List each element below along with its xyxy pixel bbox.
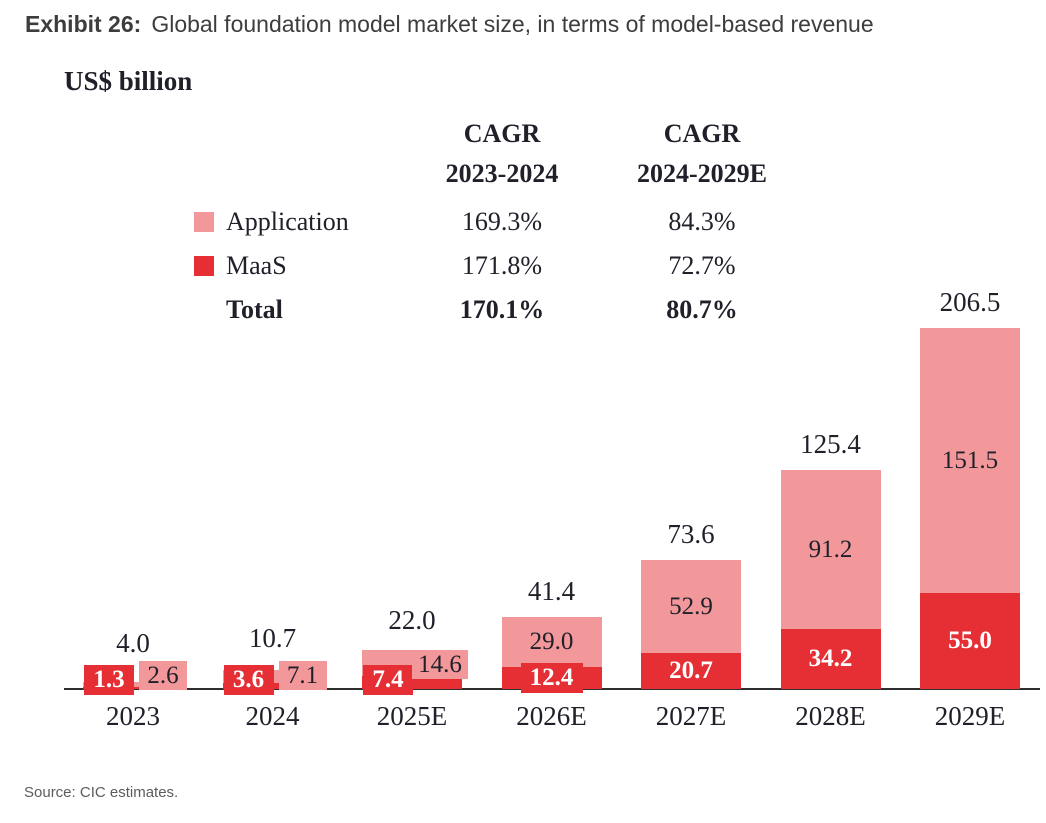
maas-value-label-2026E: 12.4	[520, 663, 583, 693]
legend-label-maas: MaaS	[226, 251, 287, 280]
category-label-2026E: 2026E	[516, 701, 587, 731]
application-value-label-2029E: 151.5	[941, 447, 999, 474]
category-label-2023: 2023	[106, 701, 160, 731]
maas-value-label-2023: 1.3	[84, 665, 134, 695]
legend-header-cagr-2024-2029e: CAGR 2024-2029E	[637, 119, 767, 188]
application-value-label-2026E: 29.0	[529, 628, 574, 655]
maas-cagr-2023-2024: 171.8%	[461, 251, 543, 280]
axis-unit-label: US$ billion	[64, 66, 193, 96]
total-cagr-2023-2024: 170.1%	[459, 295, 545, 324]
maas-cagr-2024-2029e: 72.7%	[668, 251, 736, 280]
bar-application-2029E	[920, 328, 1020, 593]
legend-label-application: Application	[226, 207, 349, 236]
total-label-2028E: 125.4	[800, 429, 861, 459]
application-swatch-icon	[194, 212, 214, 232]
legend-row-maas: MaaS 171.8% 72.7%	[194, 244, 820, 288]
total-cagr-2024-2029e: 80.7%	[666, 295, 738, 324]
maas-value-label-2027E: 20.7	[660, 656, 722, 686]
application-value-label-2028E: 91.2	[808, 536, 853, 563]
legend-label-total: Total	[226, 295, 283, 324]
total-label-2029E: 206.5	[939, 287, 1001, 317]
total-label-2024: 10.7	[248, 623, 297, 653]
legend-header-cagr-2023-2024: CAGR 2023-2024	[445, 119, 559, 188]
total-label-2023: 4.0	[116, 628, 150, 658]
application-cagr-2024-2029e: 84.3%	[668, 207, 736, 236]
category-label-2027E: 2027E	[655, 701, 727, 731]
total-label-2025E: 22.0	[388, 605, 436, 635]
total-label-2026E: 41.4	[527, 576, 576, 606]
exhibit-title-text: Global foundation model market size, in …	[151, 11, 874, 37]
exhibit-title-label: Exhibit 26:	[25, 11, 142, 37]
application-cagr-2023-2024: 169.3%	[461, 207, 543, 236]
total-label-2027E: 73.6	[667, 519, 715, 549]
legend-header-row: CAGR 2023-2024 CAGR 2024-2029E	[194, 114, 820, 200]
maas-value-label-2028E: 34.2	[799, 644, 862, 674]
maas-value-label-2025E: 7.4	[363, 665, 413, 695]
application-value-label-2023: 2.6	[139, 661, 187, 690]
category-label-2028E: 2028E	[795, 701, 866, 731]
category-label-2024: 2024	[245, 701, 300, 731]
bar-application-2028E	[780, 470, 881, 629]
legend-row-application: Application 169.3% 84.3%	[194, 200, 820, 244]
maas-value-label-2029E: 55.0	[939, 626, 1001, 656]
application-value-label-2027E: 52.9	[669, 593, 713, 620]
category-label-2025E: 2025E	[376, 701, 448, 731]
source-note: Source: CIC estimates.	[24, 784, 179, 801]
legend-row-total: Total 170.1% 80.7%	[194, 288, 820, 332]
application-value-label-2025E: 14.6	[412, 650, 468, 679]
bar-application-2027E	[641, 560, 741, 653]
bar-application-2026E	[501, 617, 602, 667]
legend-cagr-table: CAGR 2023-2024 CAGR 2024-2029E Applicati…	[194, 114, 820, 332]
exhibit-title: Exhibit 26: Global foundation model marke…	[25, 8, 1035, 40]
maas-swatch-icon	[194, 256, 214, 276]
category-label-2029E: 2029E	[934, 701, 1006, 731]
maas-value-label-2024: 3.6	[223, 665, 274, 695]
application-value-label-2024: 7.1	[278, 661, 327, 690]
